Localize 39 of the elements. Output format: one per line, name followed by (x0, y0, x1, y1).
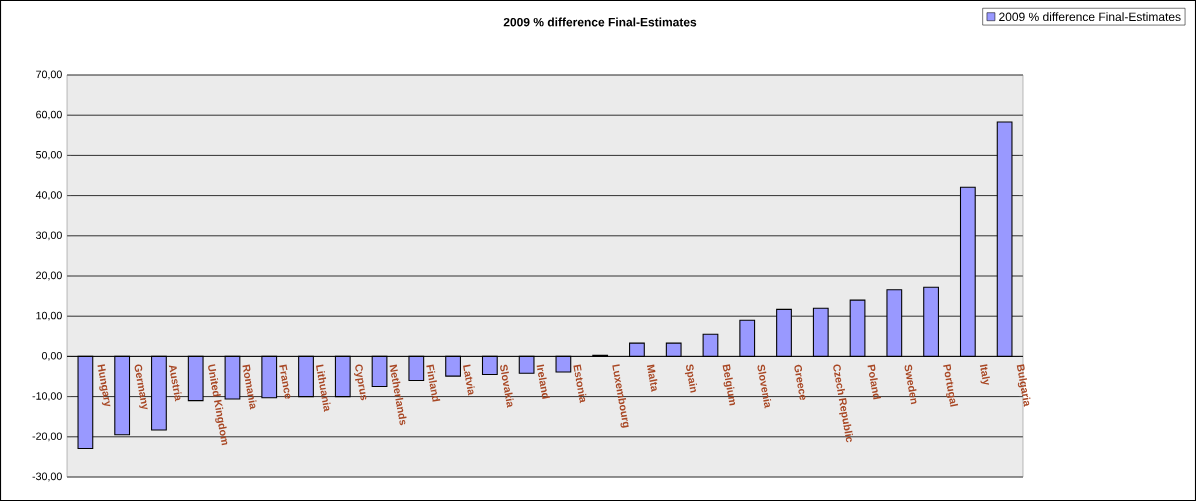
x-tick-label: France (279, 364, 291, 399)
x-tick-label: Italy (979, 364, 990, 385)
x-tick-label: Czech Republic (833, 364, 853, 443)
x-tick-label: United Kingdom (208, 364, 228, 446)
x-tick-label: Germany (134, 364, 148, 410)
x-tick-label: Poland (867, 364, 882, 400)
x-tick-label: Sweden (904, 364, 917, 405)
x-tick-label: Luxembourg (612, 364, 629, 428)
x-tick-label: Belgium (722, 364, 736, 406)
y-tick-label: -10,00 (32, 392, 62, 401)
legend-label: 2009 % difference Final-Estimates (999, 12, 1181, 22)
x-tick-label: Bulgaria (1016, 364, 1031, 407)
x-tick-label: Slovenia (757, 364, 772, 409)
x-tick-label: Romania (242, 364, 257, 410)
y-tick-label: -20,00 (32, 432, 62, 442)
y-tick-label: 30,00 (36, 231, 62, 241)
x-tick-label: Latvia (463, 364, 475, 396)
y-tick-label: 50,00 (36, 151, 62, 160)
x-tick-label: Netherlands (389, 364, 407, 426)
y-tick-label: 20,00 (36, 271, 62, 281)
x-tick-label: Lithuania (316, 364, 331, 412)
y-tick-label: 60,00 (36, 110, 62, 120)
x-tick-label: Greece (794, 364, 806, 401)
chart-title: 2009 % difference Final-Estimates (503, 17, 697, 27)
x-tick-label: Portugal (943, 364, 959, 407)
x-tick-label: Hungary (97, 364, 111, 407)
x-tick-label: Finland (426, 364, 441, 402)
x-tick-label: Ireland (536, 364, 551, 399)
y-tick-label: 70,00 (36, 70, 62, 80)
x-tick-label: Austria (168, 365, 182, 402)
x-tick-label: Malta (646, 364, 658, 393)
x-tick-label: Cyprus (354, 364, 367, 401)
x-tick-label: Slovakia (500, 364, 514, 408)
y-tick-label: -30,00 (32, 472, 62, 482)
x-tick-label: Spain (684, 364, 698, 393)
y-tick-label: 10,00 (36, 311, 62, 321)
y-tick-label: 0,00 (41, 352, 62, 361)
x-tick-label: Estonia (573, 364, 587, 404)
y-tick-label: 40,00 (35, 191, 62, 200)
